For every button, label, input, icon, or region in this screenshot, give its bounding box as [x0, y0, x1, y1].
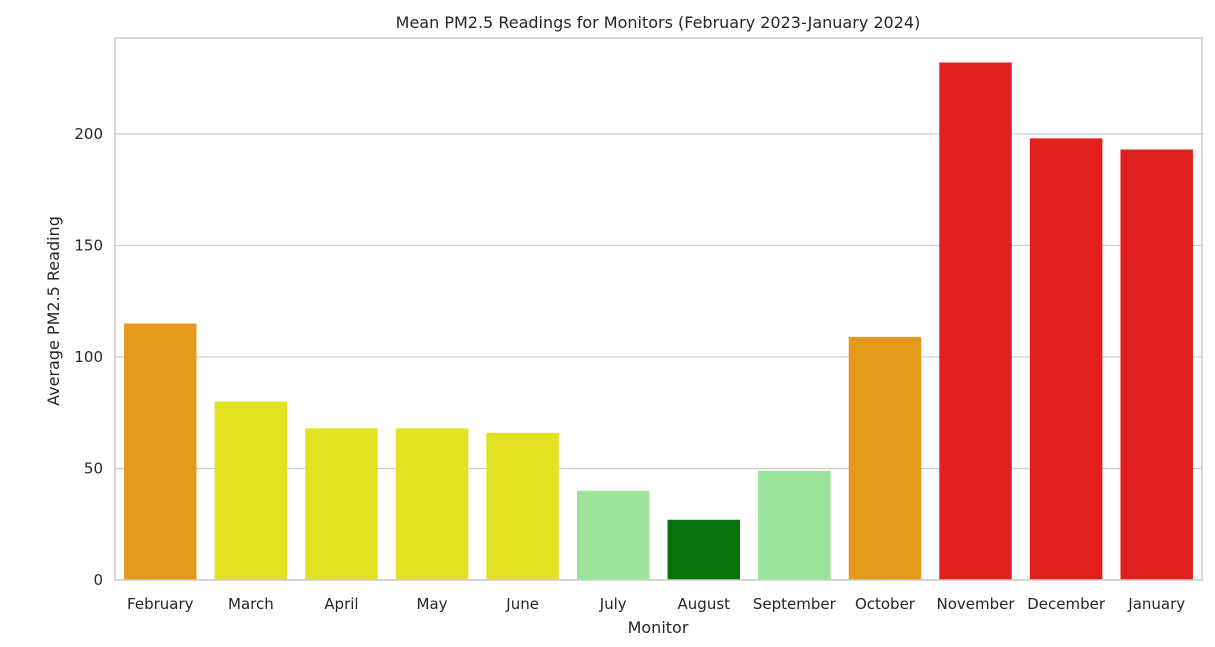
x-tick-label: September [753, 595, 837, 613]
x-tick-label: August [678, 595, 731, 613]
bar-october [848, 336, 922, 580]
plot-border [114, 37, 1203, 581]
bar-january [1120, 149, 1193, 580]
y-tick-label: 50 [84, 459, 103, 477]
x-tick-label: December [1027, 595, 1106, 613]
bar-september [758, 470, 831, 580]
bar-february [124, 323, 197, 580]
x-tick-label: October [855, 595, 916, 613]
x-tick-label: January [1127, 595, 1185, 613]
x-tick-label: April [324, 595, 358, 613]
bars [124, 62, 1193, 581]
x-tick-label: March [228, 595, 274, 613]
x-axis-label: Monitor [628, 618, 689, 637]
y-tick-label: 150 [74, 236, 103, 254]
y-axis-ticks: 0 50 100 150 200 [74, 125, 103, 589]
y-tick-label: 100 [74, 348, 103, 366]
x-tick-label: May [417, 595, 448, 613]
bar-march [214, 401, 288, 580]
y-axis-label: Average PM2.5 Reading [44, 216, 63, 406]
bar-june [486, 432, 559, 580]
bar-april [305, 428, 378, 580]
bar-december [1029, 138, 1103, 581]
bar-november [939, 62, 1012, 581]
bar-august [667, 519, 741, 580]
x-tick-label: July [599, 595, 627, 613]
bar-july [576, 490, 650, 580]
y-tick-label: 200 [74, 125, 103, 143]
chart-title: Mean PM2.5 Readings for Monitors (Februa… [396, 13, 921, 32]
y-tick-label: 0 [93, 571, 103, 589]
x-tick-label: November [937, 595, 1016, 613]
x-axis-ticks: February March April May June July August Septe… [127, 595, 1185, 613]
x-tick-label: February [127, 595, 194, 613]
bar-may [395, 428, 469, 580]
plot-frame [114, 37, 1203, 581]
x-tick-label: June [505, 595, 539, 613]
